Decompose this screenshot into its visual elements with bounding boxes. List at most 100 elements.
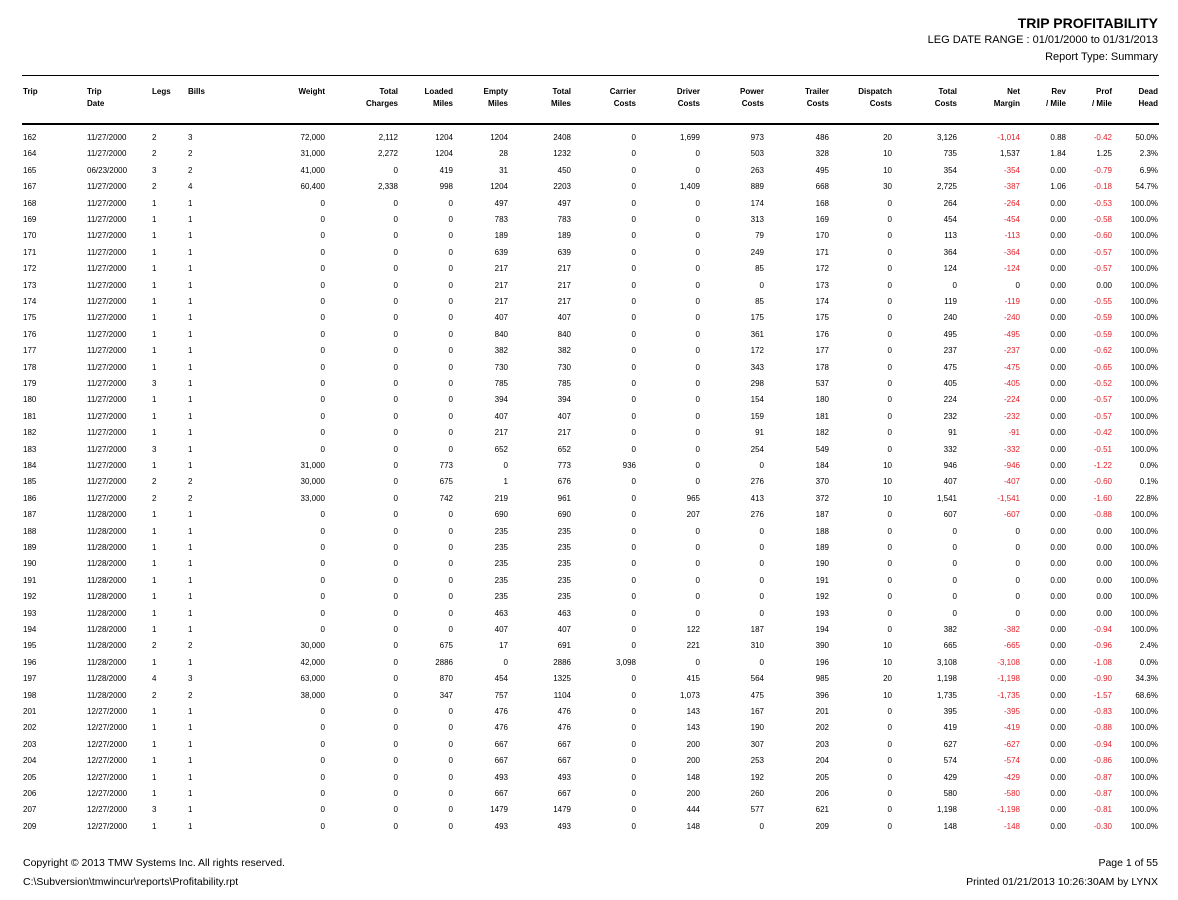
table-cell: 0 (631, 805, 636, 815)
table-cell: 1479 (553, 805, 571, 815)
table-cell: 0.1% (1139, 477, 1158, 487)
table-cell: -1,541 (997, 493, 1020, 503)
table-cell: 0 (448, 346, 453, 356)
column-header: Costs (869, 99, 892, 108)
table-cell: 30,000 (300, 641, 325, 651)
table-cell: 1 (188, 592, 193, 602)
table-cell: 12/27/2000 (87, 723, 128, 733)
table-cell: 2.3% (1139, 149, 1158, 159)
table-cell: 0 (887, 625, 892, 634)
table-cell: 169 (23, 215, 37, 224)
table-cell: 0 (393, 198, 398, 208)
column-header: Costs (806, 99, 829, 108)
table-cell: 463 (557, 608, 571, 618)
table-cell: 407 (494, 411, 508, 421)
table-cell: 0.00 (1050, 608, 1066, 618)
table-cell: 577 (750, 805, 764, 815)
table-cell: -113 (1004, 231, 1020, 241)
table-cell: 0 (320, 411, 325, 421)
table-cell: 191 (815, 575, 829, 585)
table-cell: 159 (750, 411, 764, 421)
table-cell: -665 (1003, 641, 1020, 651)
table-cell: 190 (815, 559, 829, 569)
table-cell: 2.4% (1139, 641, 1158, 651)
table-cell: 2 (152, 641, 157, 651)
table-cell: 0 (448, 313, 453, 323)
table-cell: 675 (439, 641, 453, 651)
table-cell: 11/27/2000 (87, 411, 127, 421)
table-cell: 1 (188, 297, 193, 306)
table-cell: 419 (943, 723, 957, 733)
table-cell: 219 (494, 493, 508, 503)
table-cell: 187 (750, 625, 764, 634)
table-cell: 580 (943, 789, 957, 798)
column-header: Costs (677, 99, 700, 108)
table-cell: 0 (887, 313, 892, 323)
column-header: Net (1007, 87, 1020, 96)
table-cell: 1 (152, 707, 157, 716)
table-cell: 0 (887, 215, 892, 224)
top-rule (22, 75, 1159, 76)
table-cell: 207 (686, 510, 700, 520)
table-cell: 0 (393, 231, 398, 241)
table-cell: 1 (152, 428, 157, 438)
table-cell: 100.0% (1130, 723, 1158, 733)
table-cell: -0.94 (1093, 739, 1112, 749)
table-cell: 91 (755, 428, 764, 438)
table-cell: 0.00 (1050, 264, 1066, 274)
table-cell: -382 (1003, 625, 1020, 634)
table-cell: 429 (943, 772, 957, 782)
table-cell: 0 (759, 608, 764, 618)
table-cell: 0 (320, 264, 325, 274)
table-cell: 450 (557, 165, 571, 175)
table-cell: 3 (188, 133, 193, 142)
table-cell: 0 (1015, 543, 1020, 552)
table-cell: 0 (759, 821, 764, 831)
table-cell: 100.0% (1130, 739, 1158, 749)
table-cell: 178 (815, 362, 829, 372)
table-cell: 0 (448, 805, 453, 815)
table-cell: 2 (152, 493, 157, 503)
table-cell: 11/27/2000 (87, 297, 127, 306)
table-cell: 190 (750, 723, 764, 733)
table-cell: 0 (320, 231, 325, 241)
table-cell: -1,014 (997, 133, 1020, 142)
table-cell: 0 (320, 756, 325, 766)
table-cell: 0 (393, 165, 398, 175)
table-cell: 0 (631, 247, 636, 257)
table-cell: 0 (448, 821, 453, 831)
column-header: Power (739, 87, 764, 96)
column-header: Miles (550, 99, 571, 108)
table-cell: 100.0% (1130, 231, 1158, 241)
table-cell: 189 (815, 543, 829, 552)
table-cell: -119 (1004, 297, 1020, 306)
table-cell: -0.87 (1093, 772, 1112, 782)
table-cell: -0.18 (1093, 182, 1112, 192)
table-cell: 343 (750, 362, 764, 372)
table-cell: 217 (494, 280, 508, 290)
table-cell: 194 (815, 625, 829, 634)
table-cell: 0 (695, 575, 700, 585)
table-cell: 0 (695, 264, 700, 274)
table-cell: 197 (23, 674, 37, 684)
table-cell: 668 (815, 182, 829, 192)
table-cell: 486 (815, 133, 829, 142)
table-cell: 1,073 (679, 690, 700, 700)
table-cell: 0 (503, 461, 508, 470)
table-cell: 0 (695, 313, 700, 323)
table-cell: 1104 (553, 690, 571, 700)
table-cell: 0 (320, 297, 325, 306)
table-cell: 0 (759, 575, 764, 585)
table-cell: 11/27/2000 (87, 379, 127, 388)
table-cell: 0 (393, 657, 398, 667)
table-cell: 307 (750, 739, 764, 749)
table-cell: 1 (152, 526, 157, 536)
table-cell: 200 (686, 789, 700, 798)
table-cell: 419 (439, 165, 453, 175)
table-cell: 0.00 (1050, 297, 1066, 306)
table-cell: 91 (948, 428, 957, 438)
table-cell: 0 (448, 559, 453, 569)
table-cell: 0 (631, 707, 636, 716)
table-cell: 475 (750, 690, 764, 700)
table-cell: 946 (943, 461, 957, 470)
